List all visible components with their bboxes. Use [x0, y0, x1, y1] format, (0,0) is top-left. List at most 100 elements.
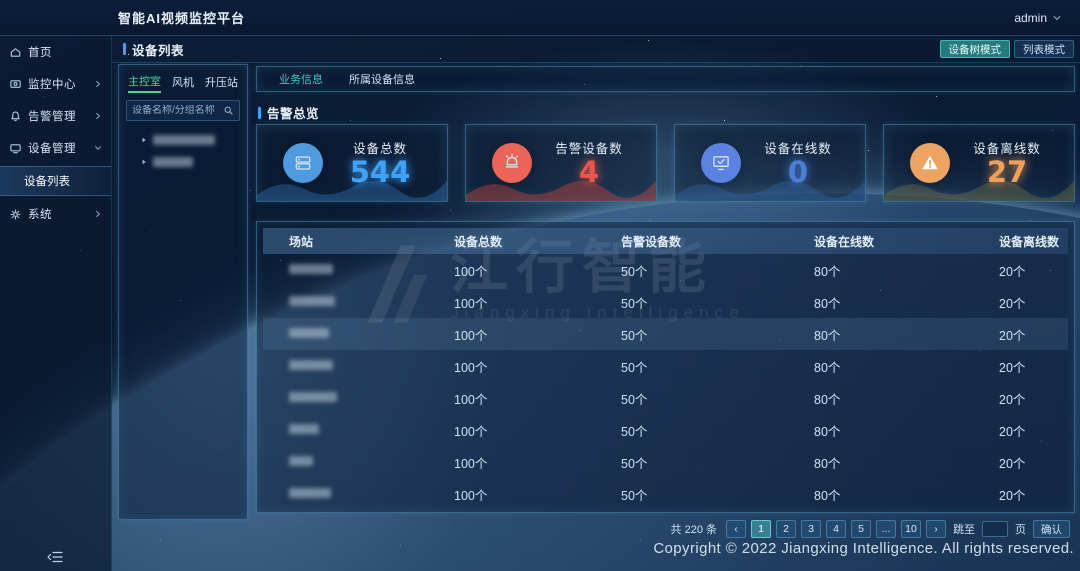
sidebar-menu: 首页 监控中心 告警管理设备管理设备列表系统 [0, 36, 111, 230]
online-cell: 80个 [814, 328, 841, 343]
col-device-total: 设备总数 [454, 234, 503, 249]
sidebar-item-label: 设备管理 [28, 143, 76, 155]
device-tree-mode-button[interactable]: 设备树模式 [939, 40, 1010, 58]
offline-cell: 20个 [999, 264, 1026, 279]
table-row[interactable]: 100个 50个 80个 20个 [263, 318, 1068, 350]
stat-card-alarm-device: 告警设备数 4 [465, 124, 657, 202]
jump-page-input[interactable] [982, 521, 1008, 537]
stat-card-value: 544 [349, 155, 411, 190]
confirm-jump-button[interactable]: 确认 [1033, 520, 1070, 538]
search-input[interactable] [132, 105, 223, 116]
device-manage-icon [9, 142, 22, 155]
page-unit-label: 页 [1015, 524, 1026, 536]
page-button-10[interactable]: 10 [901, 520, 921, 538]
page-button-3[interactable]: 3 [801, 520, 821, 538]
table-row[interactable]: 100个 50个 80个 20个 [263, 286, 1068, 318]
stat-card-label: 告警设备数 [555, 142, 623, 157]
tree-node[interactable] [126, 157, 240, 167]
tab-booster-station[interactable]: 升压站 [205, 77, 238, 89]
main-header: 设备列表 设备树模式 列表模式 [112, 36, 1080, 63]
stat-card-label: 设备在线数 [764, 142, 832, 157]
stat-card-circle [283, 143, 323, 183]
page-button-5[interactable]: 5 [851, 520, 871, 538]
station-cell [289, 295, 454, 309]
table-row[interactable]: 100个 50个 80个 20个 [263, 382, 1068, 414]
col-online-devices: 设备在线数 [814, 234, 875, 249]
redacted-station-name [289, 488, 331, 498]
sidebar-subitem-label: 设备列表 [24, 176, 70, 188]
user-menu[interactable]: admin [1014, 11, 1062, 25]
online-cell: 80个 [814, 360, 841, 375]
online-cell: 80个 [814, 296, 841, 311]
offline-cell: 20个 [999, 488, 1026, 503]
page-ellipsis-button[interactable]: ... [876, 520, 896, 538]
stat-card-value: 4 [578, 155, 600, 190]
page-button-1[interactable]: 1 [751, 520, 771, 538]
search-icon[interactable] [223, 105, 234, 116]
table-row[interactable]: 100个 50个 80个 20个 [263, 478, 1068, 510]
stat-card-value: 27 [986, 155, 1028, 190]
page-title-block: 设备列表 [123, 40, 184, 59]
redacted-node-label [153, 157, 193, 167]
tree-tabs: 主控室 风机 升压站 [126, 71, 240, 100]
offline-cell: 20个 [999, 424, 1026, 439]
tab-owning-device-info[interactable]: 所属设备信息 [349, 74, 415, 86]
sidebar-item-home[interactable]: 首页 [0, 36, 111, 68]
card-wave-decoration [675, 180, 865, 201]
sidebar-item-alarm-manage[interactable]: 告警管理 [0, 100, 111, 132]
total-cell: 100个 [454, 328, 488, 343]
sidebar: 首页 监控中心 告警管理设备管理设备列表系统 [0, 36, 112, 571]
device-total-icon [293, 153, 313, 173]
page-button-4[interactable]: 4 [826, 520, 846, 538]
sidebar-item-device-manage[interactable]: 设备管理 [0, 132, 111, 164]
device-tree-panel: 主控室 风机 升压站 [118, 64, 248, 520]
list-mode-button[interactable]: 列表模式 [1014, 40, 1074, 58]
stat-card-value: 0 [787, 155, 809, 190]
monitor-center-icon [9, 78, 22, 91]
table-row[interactable]: 100个 50个 80个 20个 [263, 414, 1068, 446]
sidebar-subitem-device-list[interactable]: 设备列表 [0, 166, 111, 196]
online-cell: 80个 [814, 424, 841, 439]
col-alarm-devices: 告警设备数 [621, 234, 682, 249]
total-cell: 100个 [454, 360, 488, 375]
tab-wind-turbine[interactable]: 风机 [172, 77, 194, 89]
station-cell [289, 263, 454, 277]
redacted-station-name [289, 424, 319, 434]
station-cell [289, 423, 454, 437]
card-wave-decoration [466, 180, 656, 201]
stat-card-label: 设备离线数 [973, 142, 1041, 157]
stat-card-circle [701, 143, 741, 183]
sidebar-collapse-button[interactable] [46, 549, 64, 565]
stat-card-offline-device: 设备离线数 27 [883, 124, 1075, 202]
table-row[interactable]: 100个 50个 80个 20个 [263, 446, 1068, 478]
total-cell: 100个 [454, 488, 488, 503]
alarm-cell: 50个 [621, 328, 648, 343]
table-row[interactable]: 100个 50个 80个 20个 [263, 254, 1068, 286]
title-accent-bar [123, 43, 126, 55]
sidebar-item-monitor-center[interactable]: 监控中心 [0, 68, 111, 100]
stat-card-label: 设备总数 [352, 142, 407, 157]
prev-page-button[interactable]: ‹ [726, 520, 746, 538]
alarm-cell: 50个 [621, 488, 648, 503]
redacted-station-name [289, 264, 333, 274]
alarm-cell: 50个 [621, 424, 648, 439]
stat-cards: 设备总数 544 告警设备数 4 设备在线数 0 设备离线数 27 [256, 124, 1075, 202]
sidebar-item-system[interactable]: 系统 [0, 198, 111, 230]
page-button-2[interactable]: 2 [776, 520, 796, 538]
next-page-button[interactable]: › [926, 520, 946, 538]
page-number-buttons: 1 2 3 4 5... 10 [751, 520, 921, 538]
chevron-down-icon [93, 143, 103, 153]
chevron-right-icon [93, 79, 103, 89]
jump-to-label: 跳至 [953, 524, 975, 536]
redacted-station-name [289, 392, 337, 402]
station-cell [289, 455, 454, 469]
station-cell [289, 327, 454, 341]
tab-main-control-room[interactable]: 主控室 [128, 73, 161, 93]
table-row[interactable]: 100个 50个 80个 20个 [263, 350, 1068, 382]
card-wave-decoration [257, 180, 447, 201]
redacted-node-label [153, 135, 215, 145]
tree-node[interactable] [126, 135, 240, 145]
offline-cell: 20个 [999, 456, 1026, 471]
tab-business-info[interactable]: 业务信息 [279, 74, 323, 86]
redacted-station-name [289, 328, 329, 338]
